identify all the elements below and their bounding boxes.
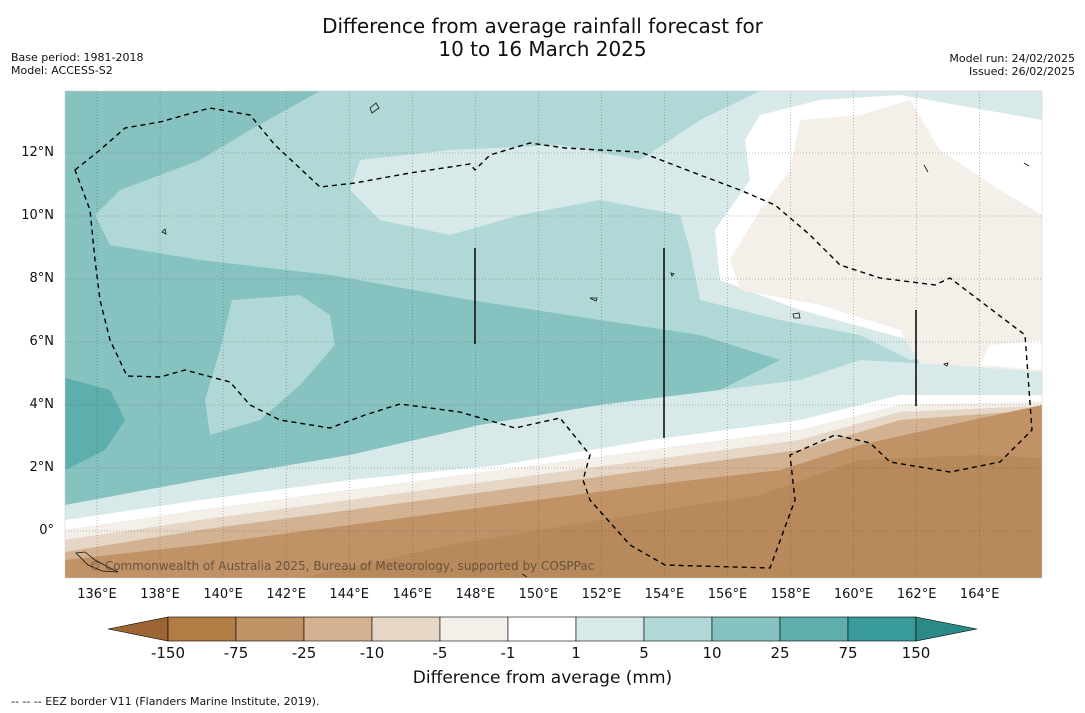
colorbar-extend-low bbox=[107, 616, 169, 642]
anomaly-strip-near-zero bbox=[65, 395, 1042, 530]
latitude-tick-label: 8°N bbox=[29, 271, 55, 286]
title-line-2: 10 to 16 March 2025 bbox=[438, 37, 647, 61]
map-layers bbox=[65, 91, 1042, 578]
colorbar-tick-label: -75 bbox=[223, 644, 249, 662]
colorbar-tick-label: 1 bbox=[571, 644, 581, 662]
anomaly-band-dry-core bbox=[300, 455, 1042, 578]
anomaly-patch-light bbox=[205, 295, 335, 435]
colorbar-swatch bbox=[167, 616, 237, 642]
colorbar-swatch bbox=[439, 616, 509, 642]
title-line-1: Difference from average rainfall forecas… bbox=[322, 14, 763, 38]
longitude-tick-label: 162°E bbox=[896, 587, 937, 602]
anomaly-strip-dry-5-10 bbox=[65, 406, 1042, 552]
latitude-tick-label: 0° bbox=[39, 523, 54, 538]
colorbar-tick-label: 10 bbox=[702, 644, 722, 662]
meta-left: Base period: 1981-2018 Model: ACCESS-S2 bbox=[11, 51, 143, 77]
colorbar-tick-label: -1 bbox=[500, 644, 516, 662]
longitude-tick-label: 138°E bbox=[140, 587, 180, 602]
longitude-tick-label: 140°E bbox=[203, 587, 243, 602]
colorbar-swatch bbox=[847, 616, 917, 642]
longitude-tick-label: 164°E bbox=[959, 587, 1000, 602]
latitude-tick-label: 10°N bbox=[21, 208, 54, 223]
longitude-tick-label: 152°E bbox=[581, 587, 622, 602]
anomaly-band-25-75 bbox=[65, 378, 125, 470]
latitude-tick-label: 2°N bbox=[29, 460, 55, 475]
model-run-label: Model run: 24/02/2025 bbox=[949, 52, 1075, 65]
eez-legend-note: -- -- -- EEZ border V11 (Flanders Marine… bbox=[11, 695, 320, 708]
anomaly-band-dry-light-ne bbox=[730, 100, 1042, 390]
map-frame bbox=[64, 90, 1043, 579]
colorbar-swatch bbox=[643, 616, 713, 642]
colorbar-swatch bbox=[507, 616, 577, 642]
colorbar-swatch bbox=[303, 616, 373, 642]
longitude-tick-label: 156°E bbox=[707, 587, 748, 602]
longitude-tick-label: 154°E bbox=[644, 587, 685, 602]
longitude-tick-label: 142°E bbox=[266, 587, 306, 602]
longitude-tick-label: 144°E bbox=[329, 587, 369, 602]
colorbar bbox=[107, 616, 978, 642]
latitude-tick-label: 6°N bbox=[29, 334, 55, 349]
issued-label: Issued: 26/02/2025 bbox=[968, 65, 1075, 78]
colorbar-tick-label: -5 bbox=[432, 644, 448, 662]
anomaly-strip-1-5 bbox=[65, 360, 1042, 520]
colorbar-swatch bbox=[575, 616, 645, 642]
colorbar-tick-label: -25 bbox=[291, 644, 317, 662]
colorbar-swatch bbox=[711, 616, 781, 642]
islands bbox=[75, 102, 1030, 578]
colorbar-label: Difference from average (mm) bbox=[412, 668, 673, 688]
colorbar-tick-label: -150 bbox=[150, 644, 186, 662]
meta-right: Model run: 24/02/2025 Issued: 26/02/2025 bbox=[949, 52, 1075, 78]
longitude-tick-label: 148°E bbox=[455, 587, 496, 602]
colorbar-tick-label: -10 bbox=[359, 644, 385, 662]
latitude-tick-label: 12°N bbox=[21, 145, 54, 160]
colorbar-tick-label: 5 bbox=[639, 644, 649, 662]
copyright-notice: © Commonwealth of Australia 2025, Bureau… bbox=[89, 559, 595, 573]
longitude-tick-label: 150°E bbox=[518, 587, 559, 602]
colorbar-tick-label: 150 bbox=[901, 644, 931, 662]
base-period-label: Base period: 1981-2018 bbox=[11, 51, 144, 64]
colorbar-swatch bbox=[235, 616, 305, 642]
boundary-lines bbox=[474, 248, 917, 438]
colorbar-swatch bbox=[371, 616, 441, 642]
longitude-tick-label: 146°E bbox=[392, 587, 433, 602]
eez-border bbox=[74, 107, 1033, 569]
colorbar-extend-high bbox=[915, 616, 978, 642]
colorbar-tick-label: 75 bbox=[838, 644, 858, 662]
longitude-tick-label: 158°E bbox=[770, 587, 811, 602]
longitude-tick-label: 160°E bbox=[833, 587, 874, 602]
anomaly-strip-dry-1-5 bbox=[65, 402, 1042, 540]
colorbar-swatch bbox=[779, 616, 849, 642]
longitude-tick-label: 136°E bbox=[77, 587, 117, 602]
model-label: Model: ACCESS-S2 bbox=[11, 64, 113, 77]
colorbar-tick-label: 25 bbox=[770, 644, 790, 662]
latitude-tick-label: 4°N bbox=[29, 397, 55, 412]
